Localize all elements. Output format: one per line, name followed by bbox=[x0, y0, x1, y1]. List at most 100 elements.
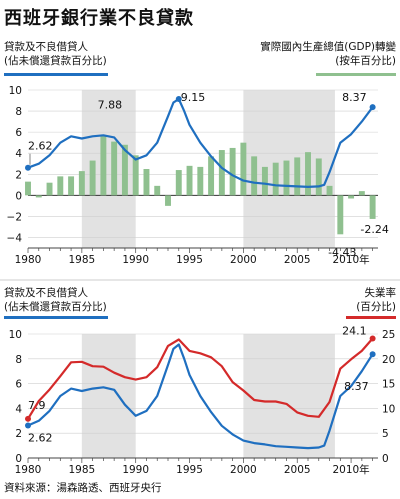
bottom-unemployment-series-line bbox=[27, 337, 374, 420]
top-x-tick-label: 1980 bbox=[15, 254, 42, 266]
gdp-bar bbox=[305, 152, 311, 196]
top-y-tick-label: 8 bbox=[15, 106, 22, 118]
top-annotation-9-15: 9.15 bbox=[181, 91, 206, 104]
bottom-unemployment-point-marker bbox=[25, 415, 31, 422]
bottom-y-right-tick-label: 15 bbox=[382, 379, 395, 391]
top-x-tick-label: 2000 bbox=[230, 254, 257, 266]
gdp-bar bbox=[358, 191, 365, 196]
gdp-bar bbox=[132, 155, 139, 196]
top-y-tick-label: 0 bbox=[15, 190, 22, 202]
top-loan-point-marker bbox=[369, 104, 376, 111]
bottom-y-right-tick-label: 20 bbox=[382, 354, 395, 366]
bottom-x-tick-label: 1995 bbox=[176, 464, 203, 476]
gdp-bar bbox=[121, 144, 128, 196]
top-left-label-line2: (佔未償還貸款百分比) bbox=[4, 55, 107, 67]
gdp-bar bbox=[218, 150, 225, 196]
gdp-bar bbox=[100, 136, 107, 196]
bottom-annotation-7-9: 7.9 bbox=[28, 399, 46, 412]
gdp-bar bbox=[89, 160, 96, 196]
source-note: 資料來源：湯森路透、西班牙央行 bbox=[4, 482, 162, 494]
gdp-bar bbox=[369, 195, 376, 219]
gdp-bar bbox=[251, 156, 258, 196]
top-annotation-8-37: 8.37 bbox=[342, 91, 367, 104]
bottom-left-label-line2: (佔未償還貸款百分比) bbox=[4, 301, 107, 313]
gdp-bar bbox=[315, 158, 322, 196]
gdp-bar bbox=[240, 142, 247, 196]
top-annotation-7-88: 7.88 bbox=[98, 98, 123, 111]
top-right-label-line2: (按年百分比) bbox=[335, 55, 396, 67]
bottom-annotation-2-62: 2.62 bbox=[28, 432, 53, 445]
bottom-left-axis-title: 貸款及不良借貸人 (佔未償還貸款百分比) bbox=[4, 286, 107, 314]
gdp-bar bbox=[197, 166, 204, 196]
top-right-axis-title: 實際國內生產總值(GDP)轉變 (按年百分比) bbox=[260, 40, 396, 68]
bottom-loan-point-marker bbox=[369, 351, 376, 358]
gdp-bar bbox=[165, 195, 171, 206]
bottom-shaded-period-0 bbox=[81, 334, 136, 458]
bottom-right-axis-title: 失業率 (百分比) bbox=[356, 286, 396, 314]
gdp-bar bbox=[78, 171, 85, 196]
gdp-bar bbox=[337, 195, 344, 235]
top-annotation-minus-2-24: -2.24 bbox=[360, 223, 388, 236]
gdp-bar bbox=[25, 181, 31, 196]
bottom-x-tick-label: 1985 bbox=[68, 464, 95, 476]
bottom-x-tick-label: 1980 bbox=[15, 464, 42, 476]
gdp-bar bbox=[35, 195, 42, 198]
bottom-loan-series-line bbox=[27, 343, 374, 450]
gdp-bar bbox=[154, 185, 161, 196]
bottom-left-label-line1: 貸款及不良借貸人 bbox=[4, 287, 88, 299]
top-y-tick-label: 4 bbox=[15, 148, 22, 160]
chart-title: 西班牙銀行業不良貸款 bbox=[4, 8, 194, 29]
gdp-bar bbox=[175, 170, 182, 196]
gdp-bar bbox=[186, 165, 193, 196]
top-y-tick-label: 2 bbox=[15, 169, 22, 181]
top-y-tick-label: 6 bbox=[15, 127, 22, 139]
top-annotation-minus-4-43: -4.43 bbox=[328, 246, 356, 259]
gdp-bar bbox=[261, 166, 268, 196]
bottom-right-label-line1: 失業率 bbox=[364, 287, 397, 299]
top-annotation-2-62: 2.62 bbox=[28, 140, 53, 153]
top-loan-point-marker bbox=[175, 95, 182, 102]
top-y-tick-label: 10 bbox=[9, 85, 22, 97]
bottom-annotation-24-1: 24.1 bbox=[342, 324, 367, 337]
top-right-label-line1: 實際國內生產總值(GDP)轉變 bbox=[260, 41, 396, 53]
bottom-right-label-line2: (百分比) bbox=[356, 301, 396, 313]
top-x-tick-label: 1985 bbox=[68, 254, 95, 266]
bottom-x-tick-label: 2010年 bbox=[332, 463, 369, 476]
bottom-y-left-tick-label: 10 bbox=[9, 329, 22, 341]
gdp-bar bbox=[143, 169, 150, 196]
bottom-y-right-tick-label: 25 bbox=[382, 329, 395, 341]
bottom-annotation-8-37: 8.37 bbox=[344, 380, 369, 393]
bottom-y-right-tick-label: 10 bbox=[382, 403, 395, 415]
bottom-shaded-period-1 bbox=[243, 334, 335, 458]
gdp-bar bbox=[57, 176, 64, 196]
top-left-legend-line bbox=[4, 73, 108, 76]
top-y-tick-label: −2 bbox=[7, 211, 22, 223]
bottom-y-left-tick-label: 8 bbox=[15, 354, 22, 366]
gdp-bar bbox=[229, 147, 236, 196]
bottom-loan-point-marker bbox=[25, 422, 31, 429]
top-x-tick-label: 2005 bbox=[284, 254, 311, 266]
top-left-axis-title: 貸款及不良借貸人 (佔未償還貸款百分比) bbox=[4, 40, 107, 68]
top-x-tick-label: 1995 bbox=[176, 254, 203, 266]
top-x-tick-label: 1990 bbox=[122, 254, 149, 266]
bottom-y-right-tick-label: 5 bbox=[382, 428, 389, 440]
gdp-bar bbox=[326, 185, 333, 196]
top-x-tick-label: 2010年 bbox=[332, 253, 369, 266]
bottom-right-legend-line bbox=[346, 316, 396, 319]
bottom-x-tick-label: 2000 bbox=[230, 464, 257, 476]
top-left-label-line1: 貸款及不良借貸人 bbox=[4, 41, 88, 53]
top-loan-point-marker bbox=[25, 164, 31, 171]
gdp-bar bbox=[272, 162, 279, 196]
bottom-x-tick-label: 1990 bbox=[122, 464, 149, 476]
bottom-y-left-tick-label: 6 bbox=[15, 379, 22, 391]
top-y-tick-label: −4 bbox=[7, 232, 23, 244]
top-right-legend-line bbox=[316, 73, 396, 76]
gdp-bar bbox=[208, 156, 215, 196]
gdp-bar bbox=[294, 157, 301, 196]
bottom-y-left-tick-label: 2 bbox=[15, 428, 22, 440]
gdp-bar bbox=[348, 195, 355, 199]
gdp-bar bbox=[68, 176, 75, 196]
gdp-bar bbox=[46, 182, 53, 196]
